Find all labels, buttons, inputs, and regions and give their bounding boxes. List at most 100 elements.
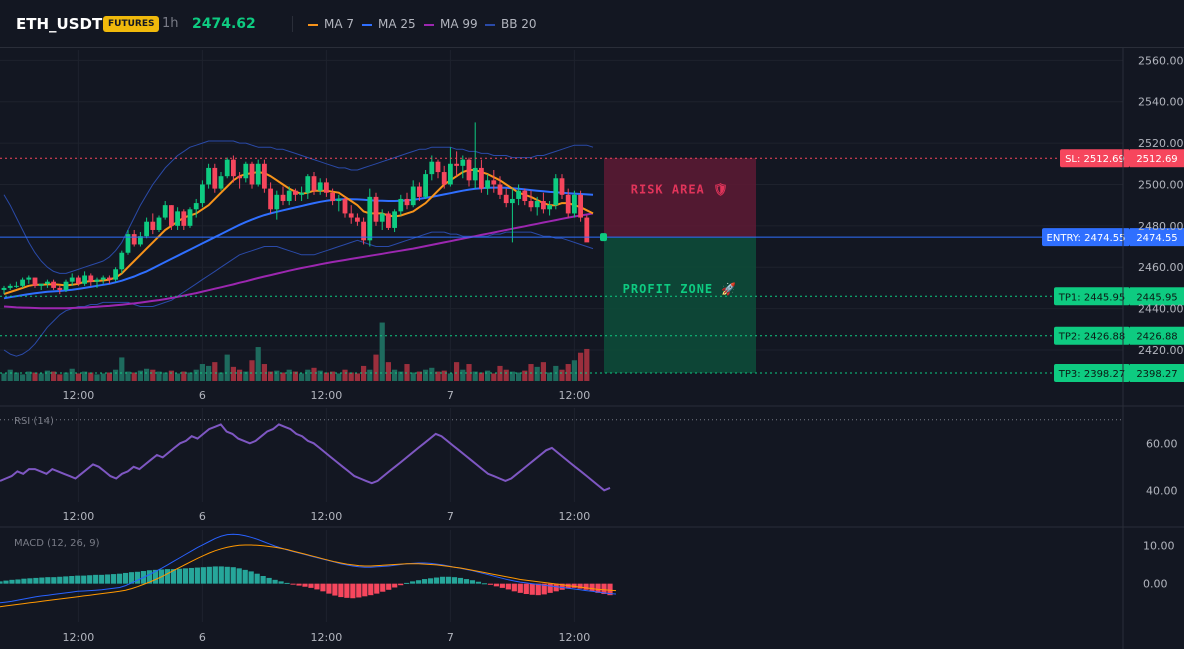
timeframe-selector[interactable]: 1h	[162, 16, 179, 31]
macd-histogram-bar	[266, 577, 272, 584]
macd-histogram-bar	[111, 574, 117, 584]
x-tick-label: 7	[447, 389, 454, 402]
volume-bar	[571, 360, 577, 381]
macd-histogram-bar	[182, 568, 188, 584]
candle-body	[510, 198, 515, 204]
candle-body	[138, 236, 143, 245]
ma99-line	[3, 212, 594, 310]
candle-body	[274, 194, 280, 210]
macd-histogram-bar	[194, 567, 200, 584]
volume-bar	[485, 370, 491, 381]
candle-body	[144, 221, 149, 237]
candle-body	[578, 194, 583, 218]
macd-histogram-bar	[200, 567, 206, 584]
legend-bb20[interactable]: BB 20	[485, 0, 537, 48]
candle-body	[88, 275, 94, 282]
legend-ma7[interactable]: MA 7	[308, 0, 354, 48]
macd-histogram-bar	[433, 577, 440, 584]
macd-histogram-bar	[463, 579, 470, 584]
volume-bar	[516, 372, 522, 381]
volume-bar	[305, 369, 311, 381]
candle-body	[100, 277, 106, 280]
candle-body	[379, 213, 385, 222]
macd-histogram-bar	[99, 574, 105, 584]
volume-bar	[100, 373, 106, 381]
macd-histogram-bar	[565, 583, 571, 589]
candle-body	[82, 275, 87, 284]
header-divider	[292, 16, 293, 32]
volume-bar	[323, 372, 329, 381]
last-price-marker	[600, 233, 607, 242]
tp2-price-label: 2426.88	[1136, 332, 1177, 343]
macd-histogram-bar	[128, 572, 135, 584]
symbol-name[interactable]: ETH_USDT	[16, 15, 103, 33]
volume-bar	[125, 371, 131, 381]
volume-bar	[547, 372, 553, 381]
volume-bar	[447, 373, 453, 381]
ma25-swatch	[362, 23, 372, 26]
macd-histogram-bar	[338, 583, 344, 598]
volume-bar	[268, 371, 274, 381]
volume-bar	[416, 371, 422, 381]
candle-body	[187, 209, 193, 226]
candle-body	[553, 178, 559, 206]
candle-body	[336, 198, 342, 202]
volume-bar	[522, 370, 528, 381]
y-tick-label: 2500.00	[1138, 178, 1184, 191]
macd-histogram-bar	[386, 583, 392, 590]
candle-body	[330, 192, 335, 202]
futures-badge: FUTURES	[103, 16, 160, 32]
macd-histogram-bar	[152, 569, 159, 584]
candle-body	[441, 172, 447, 185]
candle-body	[119, 252, 125, 270]
volume-bar	[292, 371, 298, 381]
candle-body	[14, 285, 19, 287]
tp1-price-tag	[1130, 287, 1184, 306]
candle-body	[156, 217, 162, 230]
volume-bar	[255, 347, 261, 381]
volume-bar	[1, 373, 7, 381]
candle-body	[404, 198, 410, 206]
volume-bar	[491, 373, 497, 381]
ma7-swatch	[308, 23, 318, 26]
macd-histogram-bar	[410, 581, 416, 584]
legend-ma99[interactable]: MA 99	[424, 0, 478, 48]
candle-body	[491, 180, 497, 185]
candle-body	[361, 221, 366, 241]
rsi-pane: RSI (14) 40.00 60.00	[0, 416, 1178, 497]
macd-histogram-bar	[547, 583, 553, 593]
candle-body	[69, 277, 75, 282]
volume-bar	[584, 348, 590, 381]
profit-zone-label: PROFIT ZONE 🚀	[623, 282, 738, 296]
volume-bar	[156, 371, 162, 381]
bollinger-bands	[3, 140, 594, 357]
macd-histogram-bar	[75, 575, 81, 584]
x-tick-label: 12:00	[63, 510, 95, 523]
macd-histogram-bar	[517, 583, 523, 593]
volume-bar	[44, 370, 50, 381]
macd-histogram-bar	[320, 583, 326, 592]
candle-body	[528, 201, 534, 208]
macd-histogram-bar	[236, 568, 242, 584]
chart-header: ETH_USDT FUTURES 1h 2474.62 MA 7 MA 25 M…	[0, 0, 1184, 48]
legend-ma25[interactable]: MA 25	[362, 0, 416, 48]
macd-histogram-bar	[33, 577, 39, 584]
legend-ma99-label: MA 99	[440, 17, 478, 31]
legend-ma7-label: MA 7	[324, 17, 355, 31]
candle-body	[392, 211, 397, 228]
candle-body	[162, 205, 168, 218]
macd-histogram-bar	[422, 579, 428, 584]
risk-zone	[604, 158, 756, 238]
macd-histogram-bar	[57, 576, 63, 584]
macd-histogram-bar	[445, 576, 452, 584]
macd-histogram-bar	[356, 583, 362, 598]
volume-bar	[503, 369, 509, 381]
volume-bar	[299, 373, 305, 381]
candle-body	[57, 287, 63, 290]
candle-body	[522, 190, 528, 202]
volume-bar	[7, 369, 13, 381]
candle-body	[348, 213, 354, 218]
macd-histogram-bar	[248, 571, 254, 584]
volume-bar	[63, 372, 69, 381]
